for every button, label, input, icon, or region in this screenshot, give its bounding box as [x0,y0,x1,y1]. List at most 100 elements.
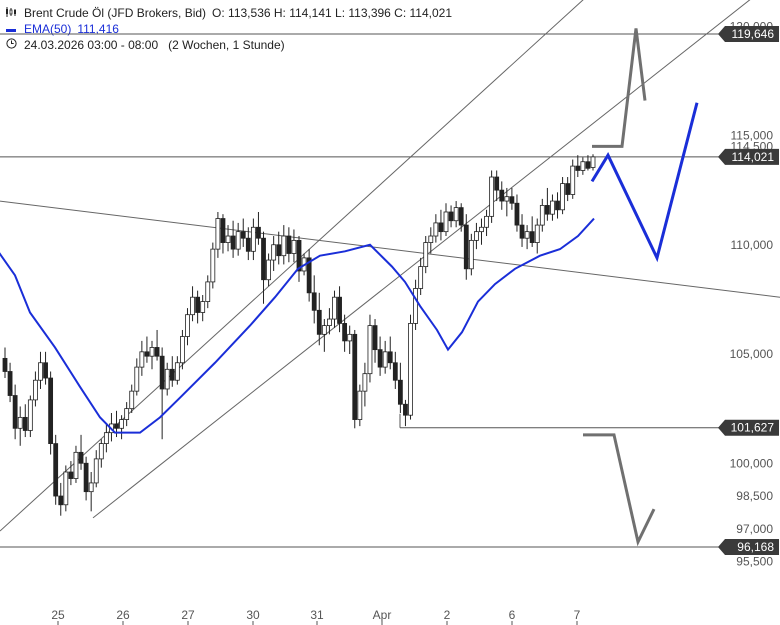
candle-body [43,362,48,379]
candle-body [225,235,231,243]
candle-body [453,207,459,222]
candle-body [276,244,282,257]
x-tick-label: 31 [310,608,324,622]
candle-body [154,347,160,357]
candle [103,423,109,453]
candle-body [311,292,317,311]
candle [509,187,515,210]
candle [215,211,221,258]
candle [494,170,500,202]
candle [423,236,429,274]
x-tick-label: 2 [444,608,451,622]
candle-body [372,325,378,351]
candle-body [124,408,130,420]
candle-body [474,231,479,241]
candle-body [291,239,297,254]
candle [413,279,418,330]
candle-body [479,226,484,233]
candle-body [83,462,89,493]
candle-body [27,399,33,431]
candle [164,362,170,396]
y-tick-label: 110,000 [731,238,774,252]
candle [458,203,464,232]
candle-body [494,176,500,191]
candle-body [286,235,292,254]
candle [463,214,469,280]
candle [83,456,89,501]
candle [372,319,378,363]
candle [53,434,59,505]
candle [220,214,226,254]
candle [382,340,388,374]
candle [316,292,322,346]
candle [48,371,54,455]
candle [2,347,8,379]
x-tick-label: 6 [509,608,516,622]
candle-body [12,395,18,429]
candle [134,358,140,396]
candle [169,356,175,387]
candle [499,181,505,210]
candle-body [382,351,388,368]
candle [468,233,474,276]
candle-body [306,257,312,294]
candle [418,257,424,296]
candle [306,249,312,302]
candle [291,229,297,263]
y-tick-label: 95,500 [736,555,773,569]
candle-body [185,314,190,337]
candle-body [205,281,211,302]
candle-body [215,218,221,250]
candle [453,201,459,228]
period-text: 24.03.2026 03:00 - 08:00 [24,38,159,52]
range-text: (2 Wochen, 1 Stunde) [168,38,285,52]
candle-body [200,301,206,313]
candle [149,340,155,370]
candle [124,402,130,427]
candle-body [164,368,170,390]
candle-body [98,443,104,460]
candle [139,340,145,376]
candle [514,194,520,232]
candle [357,384,363,427]
candle [174,356,180,385]
candle-body [38,362,43,381]
y-tick-label: 115,000 [731,129,774,143]
candle-body [73,451,79,479]
candle-body [149,347,155,357]
candle-body [174,362,180,381]
candle-body [256,226,261,239]
candle [479,218,484,245]
candle-body [296,239,302,272]
candle [27,395,33,438]
candle [129,384,135,414]
instrument-line: Brent Crude Öl (JFD Brokers, Bid) O: 113… [4,6,452,20]
candle-body [443,211,449,233]
candle [240,218,246,247]
candle [159,347,165,440]
clock-icon [4,38,18,52]
candlestick-icon [4,6,18,20]
candle-body [362,373,368,392]
candle-body [433,222,439,237]
candle [443,203,449,237]
candle [43,351,48,385]
candle-body [2,357,8,372]
candle-body [195,296,201,313]
candle-body [235,231,241,250]
candle-body [539,205,545,226]
candle [271,236,277,271]
candle-body [524,231,530,239]
x-tick-label: 7 [574,608,581,622]
candle [337,286,342,333]
x-tick-label: 27 [181,608,195,622]
candle-body [367,325,373,375]
level-badge-label: 114,021 [732,150,775,164]
candle-body [48,377,54,444]
candle-body [397,379,403,405]
candle-body [33,379,38,401]
candle [489,170,495,223]
candle [17,406,23,446]
y-tick-label: 97,000 [736,522,773,536]
